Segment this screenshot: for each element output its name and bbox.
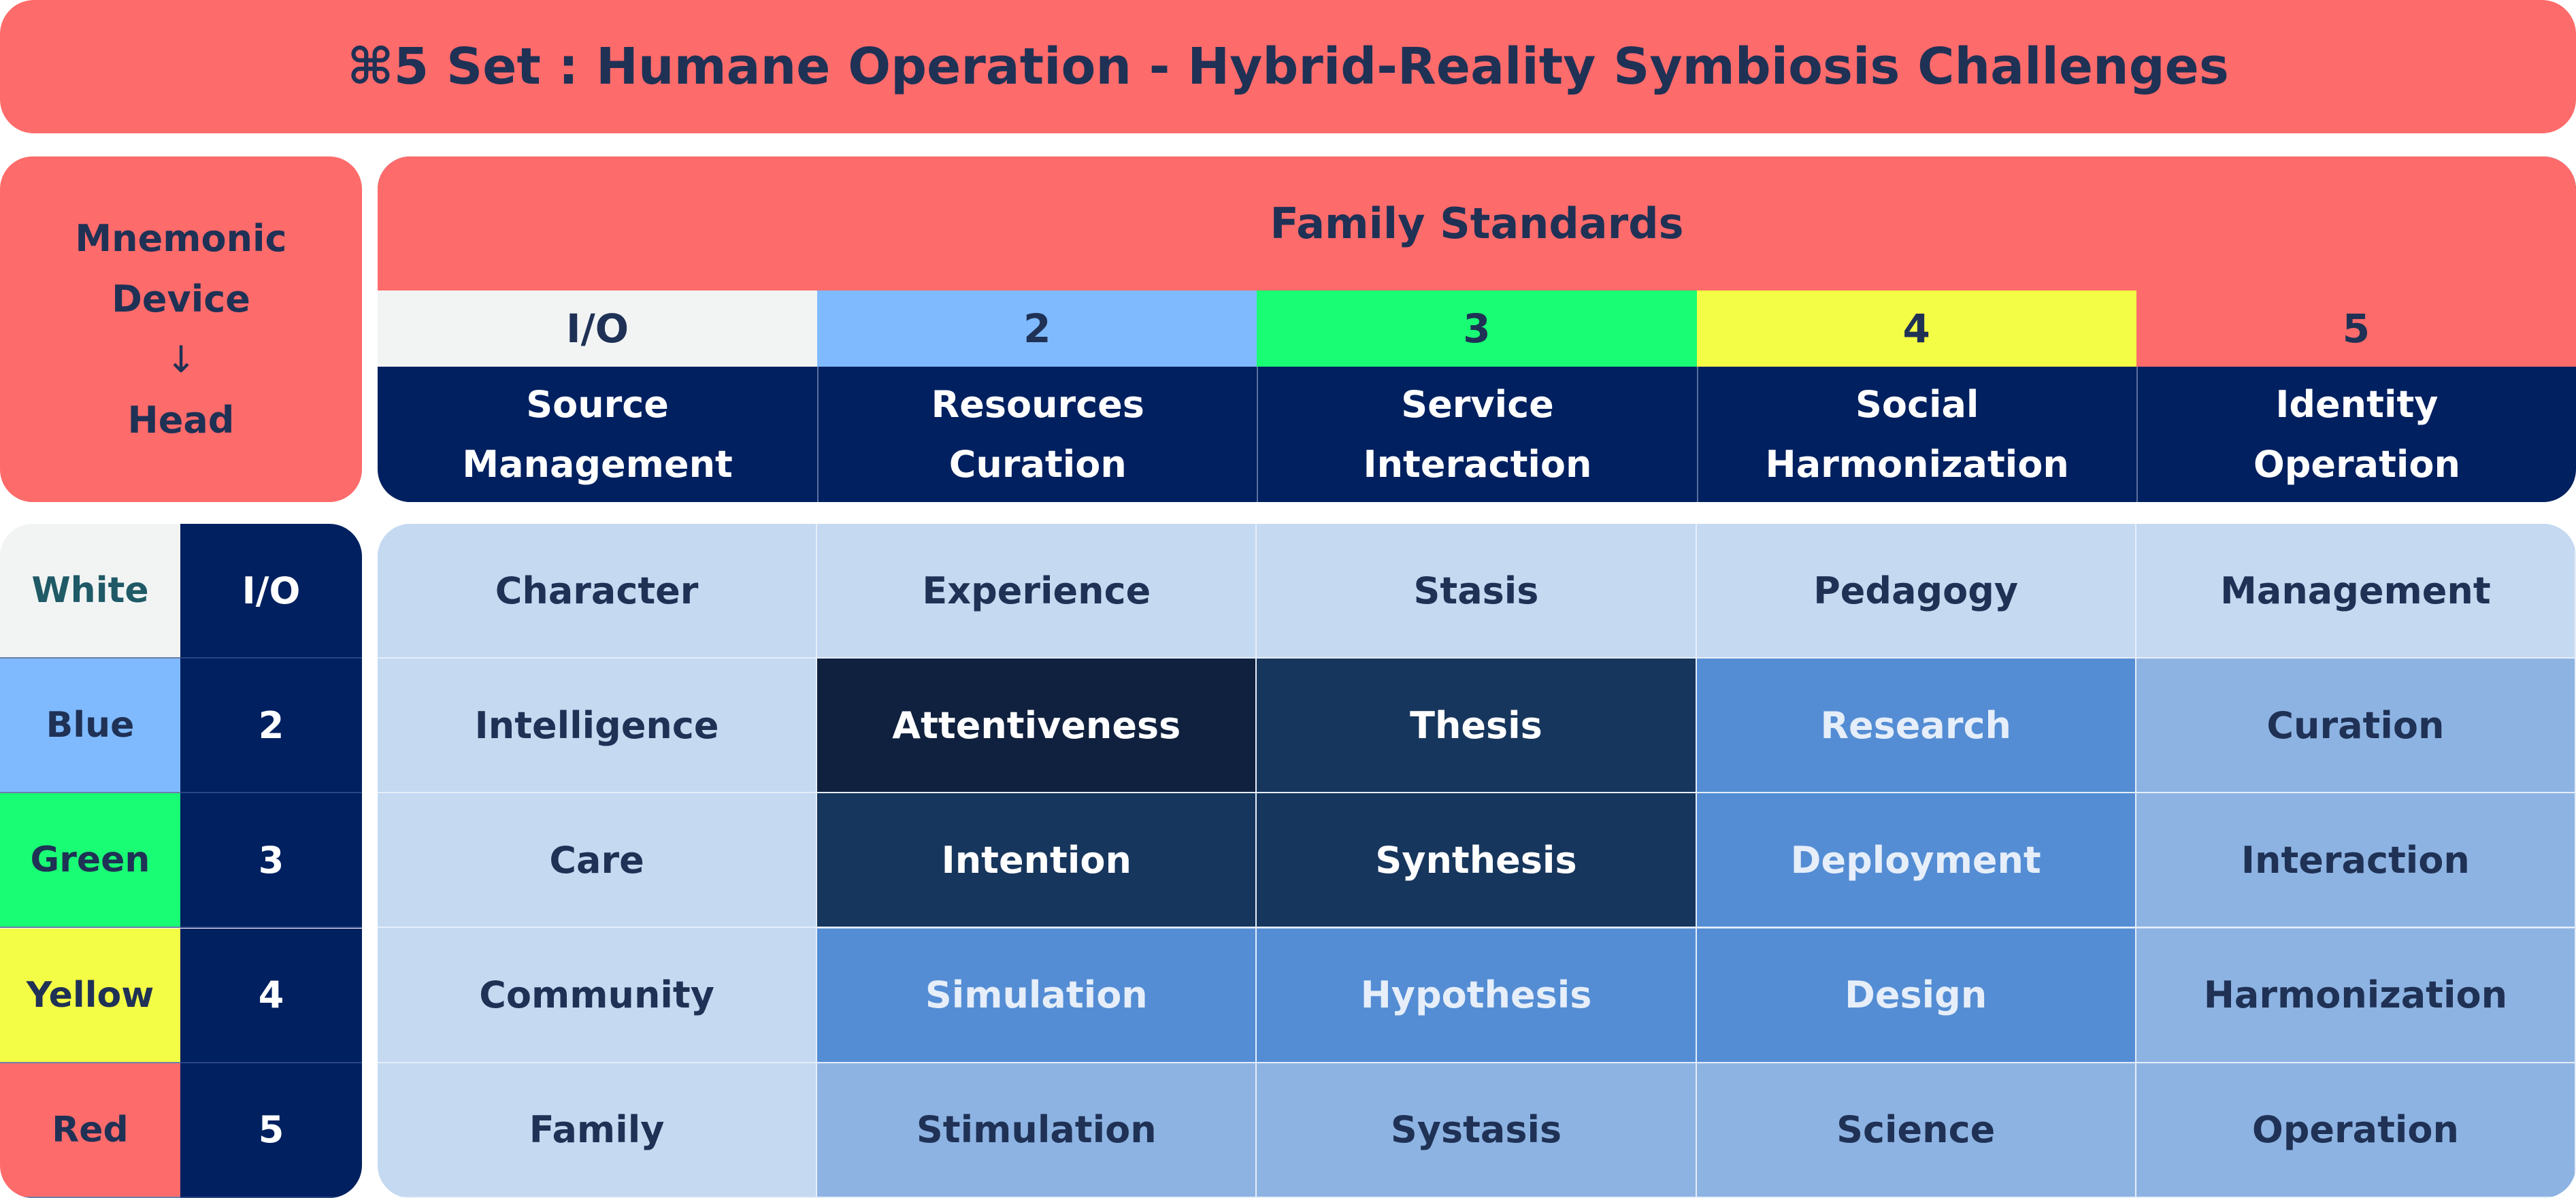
challenge-grid: Character Experience Stasis Pedagogy Managem… (378, 524, 2576, 1198)
row-number-label: 4 (180, 928, 362, 1063)
row-number-label: 3 (180, 793, 362, 929)
page-title-text: ⌘5 Set : Humane Operation - Hybrid-Reali… (347, 37, 2229, 96)
grid-cell: Stimulation (817, 1063, 1257, 1198)
mnemonic-line-2: Device (112, 278, 250, 320)
family-number-label: I/O (378, 290, 818, 367)
row-color-label: White (0, 524, 180, 659)
grid-cell: Science (1696, 1063, 2136, 1198)
family-number-cell: I/O (378, 290, 818, 502)
row-color-label: Yellow (0, 928, 180, 1063)
family-name-cell: Identity Operation (2136, 367, 2576, 502)
grid-cell: Synthesis (1257, 793, 1697, 929)
row-color-label: Red (0, 1063, 180, 1198)
grid-cell: Research (1696, 659, 2136, 794)
grid-cell: Systasis (1257, 1063, 1697, 1198)
down-arrow-icon: ↓ (165, 338, 197, 381)
family-number-cell: 4 (1696, 290, 2136, 502)
family-name-line1: Social (1855, 382, 1979, 426)
grid-cell: Community (378, 928, 818, 1063)
family-name-line2: Interaction (1363, 442, 1592, 486)
family-name-cell: Source Management (378, 367, 817, 502)
grid-cell: Attentiveness (817, 659, 1257, 794)
family-name-cell: Resources Curation (817, 367, 1257, 502)
family-number-label: 2 (817, 290, 1257, 367)
grid-cell: Hypothesis (1257, 928, 1697, 1063)
grid-cell: Deployment (1696, 793, 2136, 929)
family-name-line1: Service (1401, 382, 1554, 426)
mnemonic-device-box: Mnemonic Device ↓ Head (0, 156, 362, 502)
family-name-line2: Harmonization (1765, 442, 2069, 486)
family-standards-title: Family Standards (378, 156, 2576, 290)
row-color-label: Blue (0, 659, 180, 794)
family-name-line2: Management (462, 442, 733, 486)
family-number-cell: 5 (2136, 290, 2576, 502)
grid-cell: Curation (2136, 659, 2576, 794)
family-number-cell: 3 (1257, 290, 1697, 502)
grid-cell: Experience (817, 524, 1257, 659)
family-name-line1: Source (526, 382, 669, 426)
grid-cell: Intelligence (378, 659, 818, 794)
family-number-label: 5 (2136, 290, 2576, 367)
row-number-label: 5 (180, 1063, 362, 1198)
family-number-cell: 2 (817, 290, 1257, 502)
grid-cell: Stasis (1257, 524, 1697, 659)
grid-cell: Character (378, 524, 818, 659)
family-name-line1: Resources (931, 382, 1144, 426)
grid-cell: Thesis (1257, 659, 1697, 794)
grid-cell: Intention (817, 793, 1257, 929)
grid-cell: Interaction (2136, 793, 2576, 929)
row-number-label: I/O (180, 524, 362, 659)
grid-cell: Management (2136, 524, 2576, 659)
family-standards-header: Family Standards I/O Source Management 2 Res… (378, 156, 2576, 502)
grid-cell: Harmonization (2136, 928, 2576, 1063)
family-standards-title-text: Family Standards (1270, 199, 1684, 248)
family-name-cell: Social Harmonization (1696, 367, 2136, 502)
mnemonic-line-3: Head (127, 399, 235, 442)
family-number-label: 4 (1696, 290, 2136, 367)
family-name-cell: Service Interaction (1257, 367, 1696, 502)
family-name-line1: Identity (2275, 382, 2439, 426)
row-color-label: Green (0, 793, 180, 929)
row-legend: White I/O Blue 2 Green 3 Yellow 4 Red 5 (0, 524, 362, 1198)
grid-cell: Design (1696, 928, 2136, 1063)
family-name-line2: Curation (948, 442, 1127, 486)
family-name-line2: Operation (2253, 442, 2460, 486)
grid-cell: Simulation (817, 928, 1257, 1063)
mnemonic-line-1: Mnemonic (75, 217, 287, 260)
grid-cell: Pedagogy (1696, 524, 2136, 659)
grid-cell: Family (378, 1063, 818, 1198)
family-number-label: 3 (1257, 290, 1697, 367)
page-title: ⌘5 Set : Humane Operation - Hybrid-Reali… (0, 0, 2576, 133)
grid-cell: Operation (2136, 1063, 2576, 1198)
grid-cell: Care (378, 793, 818, 929)
row-number-label: 2 (180, 659, 362, 794)
